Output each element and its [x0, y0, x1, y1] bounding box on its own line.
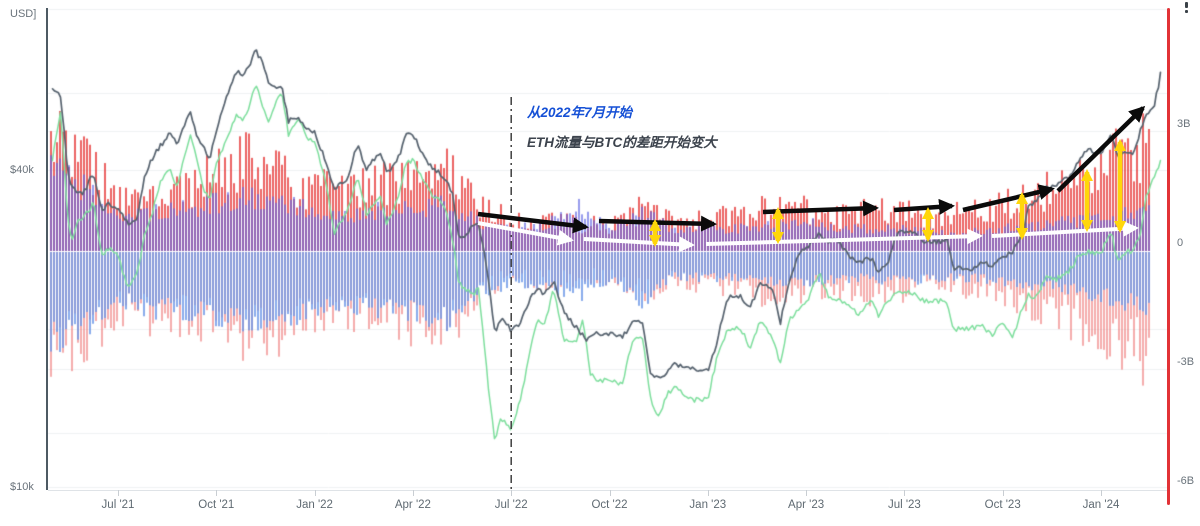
x-tick-mark: [216, 490, 218, 496]
x-tick-mark: [904, 490, 906, 496]
x-tick-mark: [707, 490, 709, 496]
x-tick-label: Jul '21: [101, 499, 135, 511]
x-tick-label: Apr '23: [788, 499, 825, 511]
x-tick-mark: [314, 490, 316, 496]
x-tick-mark: [806, 490, 808, 496]
left-axis-line: [46, 8, 48, 490]
x-tick-label: Oct '23: [984, 499, 1021, 511]
x-tick-label: Apr '22: [394, 499, 431, 511]
flow-label: 3B: [1177, 117, 1191, 130]
x-tick-mark: [609, 490, 611, 496]
x-tick-mark: [412, 490, 414, 496]
right-edge-line: [1167, 8, 1170, 505]
x-tick-mark: [1101, 490, 1102, 496]
flow-label: -6B: [1177, 475, 1195, 488]
price-label: $10k: [10, 481, 34, 493]
x-tick-mark: [118, 490, 119, 496]
scrollbar-nub-icon: [1185, 2, 1188, 14]
x-tick-mark: [1002, 490, 1004, 496]
x-tick-label: Oct '22: [591, 499, 628, 511]
price-label: $40k: [10, 163, 34, 176]
x-tick-mark: [511, 490, 513, 496]
x-tick-label: Jan '23: [689, 499, 727, 511]
x-tick-label: Oct '21: [198, 499, 235, 511]
x-tick-label: Jul '22: [494, 499, 528, 511]
x-tick-label: Jul '23: [887, 499, 921, 511]
flow-label: 0: [1177, 237, 1184, 249]
callout-line-1: 从2022年7月开始: [527, 105, 633, 120]
left-axis-title: USD]: [10, 8, 37, 20]
callout-line-2: ETH流量与BTC的差距开始变大: [527, 135, 717, 150]
x-tick-label: Jan '24: [1082, 499, 1120, 511]
bottom-axis-line: [48, 490, 1170, 491]
flow-label: -3B: [1177, 356, 1195, 369]
x-tick-label: Jan '22: [296, 499, 333, 511]
